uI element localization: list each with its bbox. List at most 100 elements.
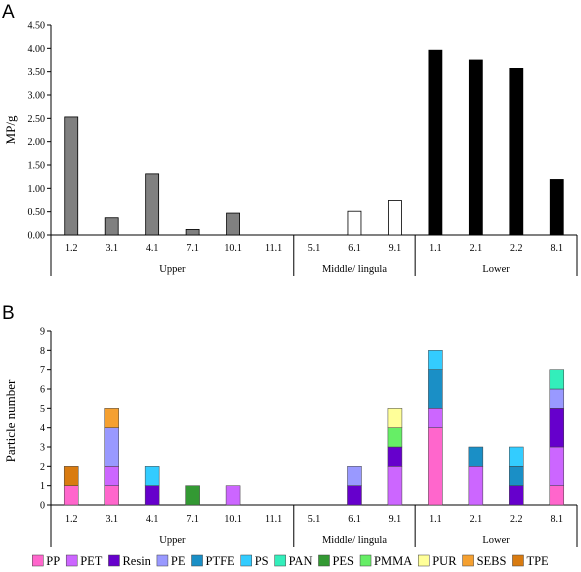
stacked-segment [428, 350, 443, 370]
x-tick-label: 3.1 [105, 243, 118, 254]
stacked-segment [549, 446, 565, 486]
y-tick-label: 3.50 [28, 67, 46, 78]
stacked-segment [104, 408, 119, 428]
legend-label: PUR [432, 554, 457, 568]
x-tick-label: 2.1 [470, 243, 483, 254]
y-tick-label: 0.50 [28, 207, 46, 218]
legend: PP PET Resin PE PTFE PS PAN PES PMMA PUR SEBS TPE [32, 554, 549, 568]
stacked-segment [104, 485, 119, 506]
panel-b: B Particle number 0 1 2 3 4 5 6 7 8 9 1.2 3.1 4.1 7.1… [2, 303, 578, 547]
legend-swatch [240, 554, 252, 567]
group-label: Middle/ lingula [322, 264, 387, 275]
panel-a-y-axis-title: MP/g [3, 115, 18, 144]
x-tick-label: 2.2 [510, 243, 523, 254]
stacked-segment [549, 408, 565, 448]
x-tick-label: 1.2 [65, 514, 78, 525]
legend-swatch [512, 554, 524, 567]
bar [388, 200, 402, 236]
y-tick-label: 8 [40, 346, 45, 357]
group-label: Upper [159, 264, 186, 275]
y-tick-label: 5 [40, 404, 45, 415]
legend-swatch [191, 554, 203, 567]
x-tick-label: 5.1 [308, 514, 321, 525]
x-tick-label: 10.1 [224, 243, 242, 254]
legend-label: SEBS [477, 554, 507, 568]
x-tick-label: 11.1 [265, 514, 282, 525]
panel-b-y-axis-title: Particle number [3, 379, 18, 462]
x-tick-label: 7.1 [186, 243, 199, 254]
stacked-segment [387, 427, 403, 448]
legend-swatch [156, 554, 169, 567]
group-label: Lower [482, 535, 510, 546]
panel-a-letter: A [2, 2, 15, 23]
x-tick-label: 6.1 [348, 514, 361, 525]
group-label: Lower [482, 264, 510, 275]
y-tick-label: 1 [40, 481, 45, 492]
stacked-segment [347, 466, 362, 486]
panel-a: A MP/g 0.00 0.50 1.00 1.50 2.00 2.50 3.00 3.50 4… [2, 2, 578, 276]
legend-label: PAN [289, 554, 313, 568]
stacked-segment [387, 466, 403, 506]
y-tick-label: 1.50 [28, 161, 46, 172]
x-tick-label: 4.1 [146, 514, 159, 525]
y-tick-label: 2 [40, 462, 45, 473]
stacked-segment [185, 485, 200, 506]
x-tick-label: 7.1 [186, 514, 199, 525]
legend-swatch [359, 554, 372, 567]
y-tick-label: 0 [40, 501, 45, 512]
legend-label: PP [46, 554, 60, 568]
legend-swatch [417, 554, 430, 567]
bar [347, 210, 362, 236]
x-tick-label: 9.1 [389, 243, 402, 254]
x-tick-label: 2.1 [470, 514, 483, 525]
group-label: Upper [159, 535, 186, 546]
legend-label: PE [171, 554, 186, 568]
x-tick-label: 1.1 [429, 514, 442, 525]
stacked-segment [509, 466, 524, 486]
stacked-segment [468, 446, 484, 467]
bar [549, 179, 564, 236]
panel-b-letter: B [2, 303, 15, 324]
bar [145, 173, 160, 236]
stacked-segment [144, 466, 160, 486]
x-tick-label: 8.1 [551, 514, 564, 525]
stacked-segment [428, 427, 443, 506]
legend-label: PES [332, 554, 354, 568]
x-tick-label: 3.1 [105, 514, 118, 525]
stacked-segment [387, 446, 403, 467]
stacked-segment [225, 485, 241, 506]
legend-label: TPE [526, 554, 549, 568]
bar [64, 116, 79, 236]
x-tick-label: 2.2 [510, 514, 523, 525]
y-tick-label: 3 [40, 443, 45, 454]
stacked-segment [104, 466, 119, 486]
stacked-segment [63, 466, 79, 486]
x-tick-label: 11.1 [265, 243, 282, 254]
y-tick-label: 4.00 [28, 44, 46, 55]
legend-swatch [318, 554, 330, 567]
x-tick-label: 1.2 [65, 243, 78, 254]
y-tick-label: 1.00 [28, 184, 46, 195]
stacked-segment [509, 485, 524, 506]
y-tick-label: 0.00 [28, 231, 46, 242]
legend-swatch [65, 554, 78, 567]
x-tick-label: 6.1 [348, 243, 361, 254]
y-tick-label: 7 [40, 365, 45, 376]
x-tick-label: 10.1 [224, 514, 242, 525]
x-tick-label: 1.1 [429, 243, 442, 254]
stacked-segment [428, 408, 443, 428]
stacked-segment [509, 446, 524, 467]
stacked-segment [63, 485, 79, 506]
bar [428, 49, 443, 236]
y-tick-label: 4 [40, 423, 45, 434]
legend-swatch [274, 554, 286, 567]
legend-label: PTFE [206, 554, 236, 568]
x-tick-label: 4.1 [146, 243, 159, 254]
x-tick-label: 9.1 [389, 514, 402, 525]
stacked-segment [104, 427, 119, 467]
y-tick-label: 9 [40, 327, 45, 338]
legend-label: PMMA [374, 554, 412, 568]
stacked-segment [347, 485, 362, 506]
legend-label: PET [80, 554, 103, 568]
